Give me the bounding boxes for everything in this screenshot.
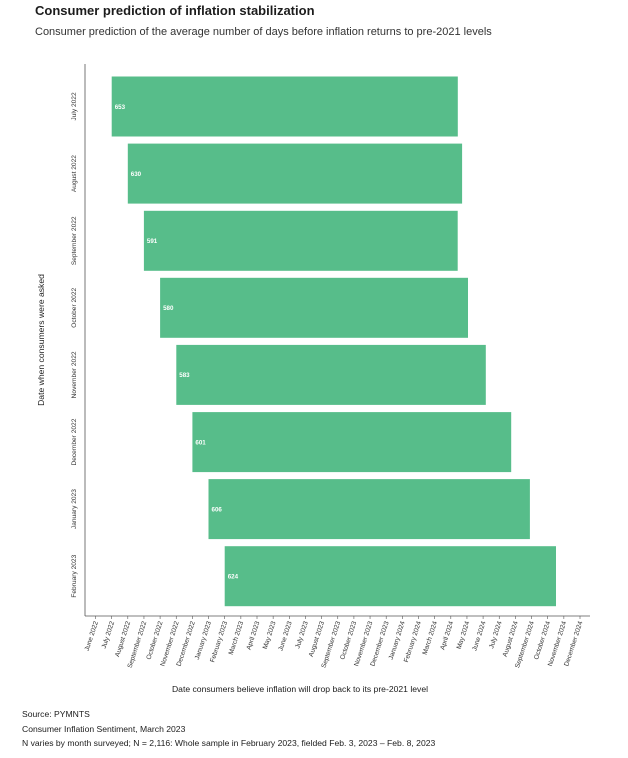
bar-value-label: 591 <box>147 238 158 245</box>
bar-value-label: 653 <box>115 104 126 111</box>
sample-note: N varies by month surveyed; N = 2,116: W… <box>22 738 436 748</box>
x-tick-label: August 2024 <box>502 620 520 658</box>
x-tick-label: March 2024 <box>422 620 440 656</box>
x-tick-label: January 2023 <box>194 620 213 660</box>
bar-value-label: 606 <box>212 506 223 513</box>
x-tick-label: July 2022 <box>101 620 116 649</box>
bar-october-2022 <box>160 277 468 338</box>
bar-november-2022 <box>176 344 486 405</box>
x-tick-label: July 2024 <box>488 620 503 649</box>
x-tick-label: June 2023 <box>278 620 294 652</box>
x-tick-label: June 2022 <box>84 620 100 652</box>
y-tick-label: September 2022 <box>71 216 78 265</box>
chart-title: Consumer prediction of inflation stabili… <box>35 3 315 18</box>
bar-february-2023 <box>224 546 556 607</box>
source-note: Source: PYMNTS <box>22 709 90 719</box>
x-tick-label: May 2023 <box>262 620 278 650</box>
x-tick-label: October 2023 <box>339 620 358 660</box>
y-tick-label: August 2022 <box>71 155 78 192</box>
chart-subtitle: Consumer prediction of the average numbe… <box>35 26 492 38</box>
x-tick-label: February 2023 <box>209 620 229 663</box>
bar-value-label: 630 <box>131 171 142 178</box>
y-tick-labels: July 2022 August 2022 September 2022 Octobe… <box>71 92 78 598</box>
bar-value-label: 624 <box>228 573 239 580</box>
axis-layer <box>84 64 590 619</box>
bar-december-2022 <box>192 412 512 473</box>
x-tick-label: May 2024 <box>456 620 472 650</box>
bars-layer: 653 630 591 580 583 601 606 624 <box>111 76 556 607</box>
y-tick-label: July 2022 <box>71 92 78 121</box>
y-tick-label: October 2022 <box>71 287 78 327</box>
bar-value-label: 601 <box>195 439 206 446</box>
report-note: Consumer Inflation Sentiment, March 2023 <box>22 723 186 734</box>
x-tick-label: October 2022 <box>145 620 164 660</box>
bar-august-2022 <box>127 143 463 204</box>
y-tick-label: December 2022 <box>71 418 78 465</box>
bar-september-2022 <box>143 210 458 271</box>
x-axis-title: Date consumers believe inflation will dr… <box>172 684 428 694</box>
x-tick-label: April 2024 <box>439 620 455 651</box>
chart-notes: Source: PYMNTS Consumer Inflation Sentim… <box>22 707 435 751</box>
x-tick-label: March 2023 <box>228 620 246 656</box>
x-tick-label: August 2023 <box>308 620 326 658</box>
y-tick-label: January 2023 <box>71 489 78 529</box>
y-axis-title: Date when consumers were asked <box>36 274 46 406</box>
bar-value-label: 580 <box>163 305 174 312</box>
bar-july-2022 <box>111 76 458 137</box>
x-tick-label: June 2024 <box>471 620 487 652</box>
x-tick-label: October 2024 <box>533 620 552 660</box>
y-tick-label: February 2023 <box>71 554 78 597</box>
x-tick-label: April 2023 <box>246 620 262 651</box>
bar-value-label: 583 <box>179 372 190 379</box>
x-tick-label: February 2024 <box>403 620 423 663</box>
x-tick-label: July 2023 <box>294 620 309 649</box>
y-tick-label: November 2022 <box>71 351 78 398</box>
x-tick-label: January 2024 <box>388 620 407 660</box>
bar-january-2023 <box>208 479 530 540</box>
x-tick-label: August 2022 <box>114 620 132 658</box>
